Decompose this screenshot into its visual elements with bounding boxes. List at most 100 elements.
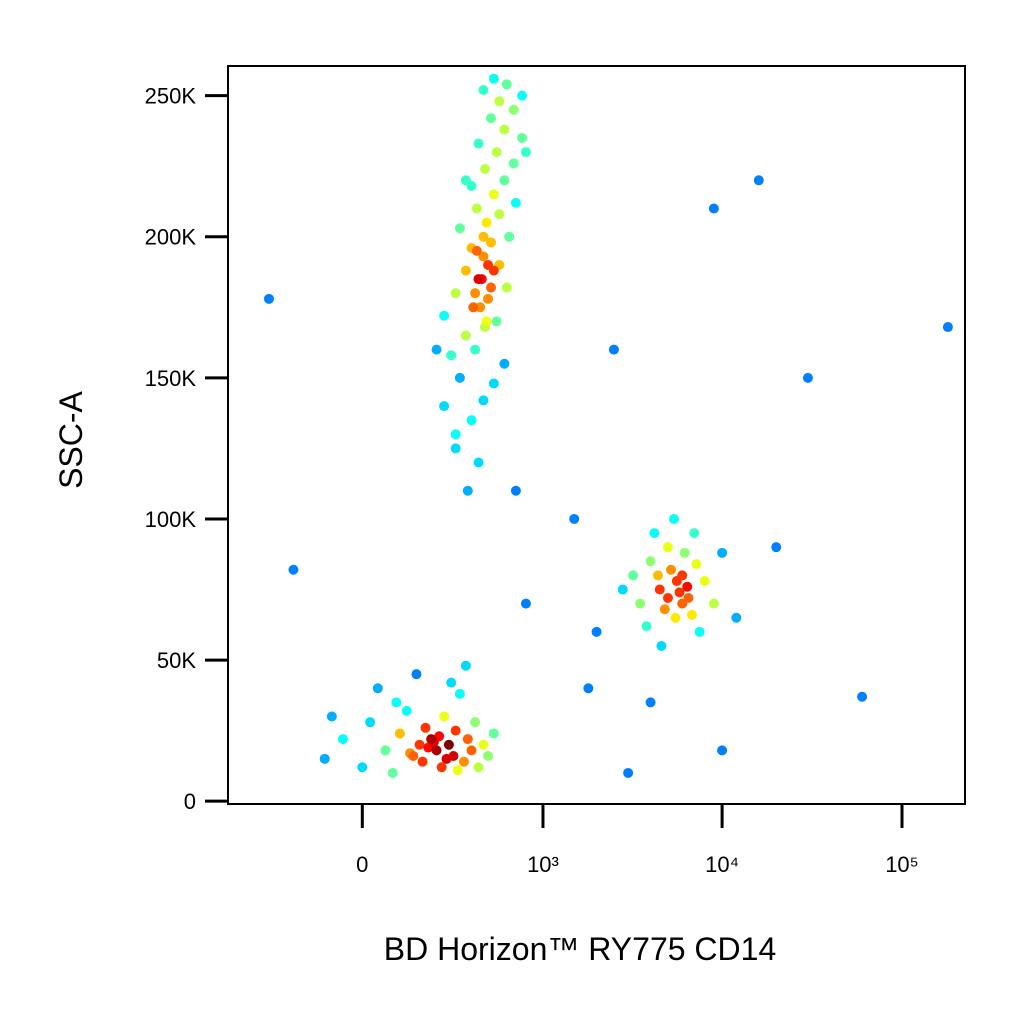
event-point — [485, 113, 496, 124]
event-point — [473, 274, 484, 285]
event-point — [510, 485, 521, 496]
event-point — [470, 288, 481, 299]
event-point — [471, 245, 482, 256]
event-point — [470, 717, 481, 728]
event-point — [635, 598, 646, 609]
event-point — [441, 753, 452, 764]
event-point — [450, 443, 461, 454]
event-point — [666, 564, 677, 575]
event-point — [717, 745, 728, 756]
event-point — [394, 728, 405, 739]
event-point — [478, 395, 489, 406]
event-point — [471, 203, 482, 214]
event-point — [499, 124, 510, 135]
event-point — [454, 688, 465, 699]
event-point — [583, 683, 594, 694]
x-tick-label: 0 — [356, 852, 368, 877]
event-point — [488, 728, 499, 739]
event-point — [753, 175, 764, 186]
event-point — [478, 84, 489, 95]
event-point — [617, 584, 628, 595]
y-tick-label: 250K — [145, 84, 197, 109]
event-point — [488, 265, 499, 276]
event-point — [491, 316, 502, 327]
event-point — [380, 745, 391, 756]
event-point — [473, 138, 484, 149]
event-point — [478, 251, 489, 262]
event-point — [679, 547, 690, 558]
y-tick-label: 100K — [145, 507, 197, 532]
event-point — [466, 415, 477, 426]
event-point — [483, 293, 494, 304]
event-point — [510, 197, 521, 208]
event-point — [431, 745, 442, 756]
event-point — [454, 372, 465, 383]
event-point — [436, 762, 447, 773]
event-point — [470, 344, 481, 355]
y-tick-label: 0 — [184, 789, 196, 814]
event-point — [802, 372, 813, 383]
event-point — [569, 513, 580, 524]
y-axis-label: SSC-A — [53, 390, 89, 488]
event-point — [520, 147, 531, 158]
event-point — [517, 132, 528, 143]
event-point — [771, 542, 782, 553]
x-axis-label: BD Horizon™ RY775 CD14 — [384, 931, 776, 967]
event-point — [446, 350, 457, 361]
event-point — [387, 767, 398, 778]
event-point — [481, 217, 492, 228]
event-point — [401, 705, 412, 716]
event-point — [372, 683, 383, 694]
event-point — [717, 547, 728, 558]
event-point — [708, 598, 719, 609]
event-point — [458, 756, 469, 767]
event-point — [411, 669, 422, 680]
event-point — [452, 765, 463, 776]
event-point — [460, 660, 471, 671]
event-point — [608, 344, 619, 355]
y-tick-label: 150K — [145, 366, 197, 391]
event-point — [326, 711, 337, 722]
event-point — [460, 265, 471, 276]
event-point — [508, 158, 519, 169]
event-point — [478, 739, 489, 750]
event-point — [426, 734, 437, 745]
event-point — [517, 90, 528, 101]
event-point — [483, 751, 494, 762]
event-point — [485, 282, 496, 293]
event-point — [485, 237, 496, 248]
event-point — [857, 691, 868, 702]
event-point — [623, 767, 634, 778]
event-point — [649, 528, 660, 539]
event-point — [694, 626, 705, 637]
event-point — [450, 429, 461, 440]
event-point — [520, 598, 531, 609]
event-point — [674, 587, 685, 598]
event-point — [450, 288, 461, 299]
event-point — [628, 570, 639, 581]
event-point — [677, 598, 688, 609]
event-point — [439, 711, 450, 722]
event-point — [508, 104, 519, 115]
event-point — [439, 310, 450, 321]
event-point — [391, 697, 402, 708]
event-point — [699, 576, 710, 587]
event-point — [446, 677, 457, 688]
event-point — [473, 457, 484, 468]
event-point — [481, 316, 492, 327]
y-tick-label: 50K — [157, 648, 196, 673]
event-point — [478, 231, 489, 242]
event-point — [501, 79, 512, 90]
event-point — [942, 322, 953, 333]
event-point — [450, 725, 461, 736]
event-point — [731, 612, 742, 623]
event-point — [659, 604, 670, 615]
event-point — [504, 231, 515, 242]
event-point — [494, 96, 505, 107]
event-point — [641, 621, 652, 632]
event-point — [263, 293, 274, 304]
x-tick-label: 10⁵ — [885, 852, 919, 877]
